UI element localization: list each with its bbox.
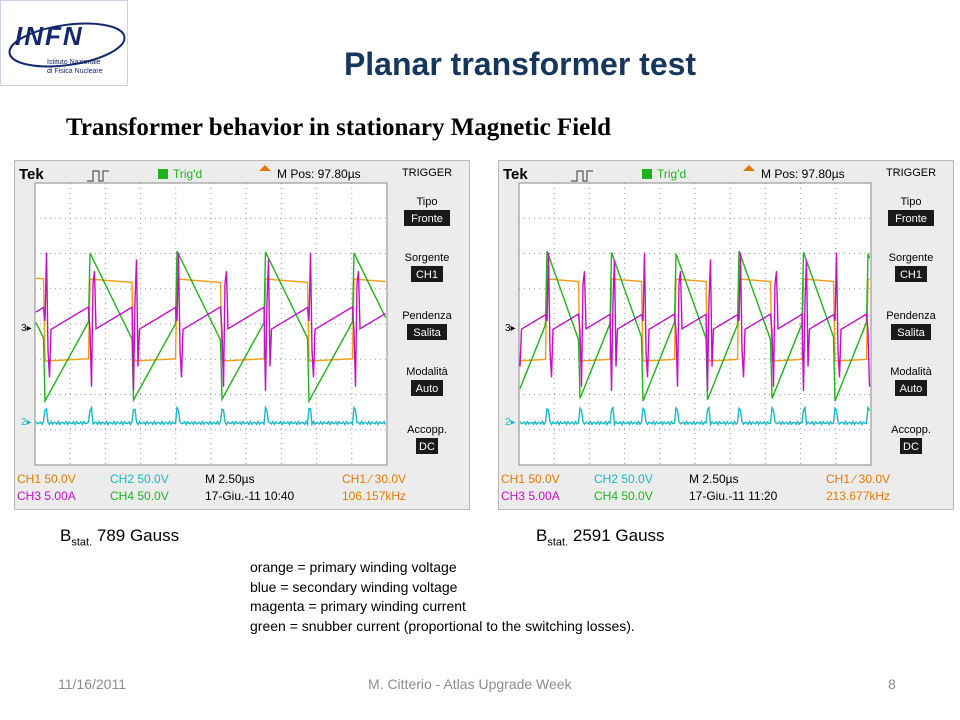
menu-item-modalita: Modalità Auto [890,366,933,396]
oscilloscope-display-right: Tek Trig'd M Pos: 97.80µs 3▸ 2▸ TRIGGER … [499,161,953,509]
svg-text:Modalità: Modalità [890,366,932,378]
menu-item-accopp: Accopp. DC [891,424,931,454]
legend-magenta: magenta = primary winding current [250,598,466,614]
logo-line1: Istituto Nazionale [47,59,101,66]
trace-legend: orange = primary winding voltage blue = … [250,558,635,636]
trigger-status-icon [642,169,652,179]
scope-grid [519,183,871,465]
svg-text:CH1 ∕ 30.0V: CH1 ∕ 30.0V [826,472,890,486]
pulse-icon [571,170,593,182]
svg-text:CH3 5.00A: CH3 5.00A [17,489,76,503]
svg-text:CH1 50.0V: CH1 50.0V [17,472,76,486]
svg-text:DC: DC [419,441,435,453]
trigger-position-marker [259,165,271,171]
svg-text:17-Giu.-11 11:20: 17-Giu.-11 11:20 [689,489,778,503]
svg-text:Tipo: Tipo [901,196,922,208]
caption-right: Bstat. 2591 Gauss [536,526,665,549]
menu-item-pendenza: Pendenza Salita [886,310,937,340]
logo-orbit-icon [8,22,126,68]
legend-orange: orange = primary winding voltage [250,559,457,575]
trigger-menu: TRIGGER Tipo Fronte Sorgente CH1 Pendenz… [886,167,937,454]
menu-item-sorgente: Sorgente CH1 [889,252,934,282]
svg-text:Modalità: Modalità [406,366,448,378]
svg-text:Sorgente: Sorgente [405,252,450,264]
svg-text:Salita: Salita [413,327,441,339]
svg-text:213.677kHz: 213.677kHz [826,489,890,503]
trigger-status: Trig'd [173,167,202,181]
trace-green [519,250,871,402]
pulse-icon [87,170,109,182]
footer-center: M. Citterio - Atlas Upgrade Week [368,676,572,692]
ch-marker-2: 2▸ [21,417,32,428]
svg-text:CH2 50.0V: CH2 50.0V [594,472,653,486]
svg-text:Auto: Auto [416,383,439,395]
svg-text:CH1 50.0V: CH1 50.0V [501,472,560,486]
svg-text:DC: DC [903,441,919,453]
svg-text:Auto: Auto [900,383,923,395]
menu-item-sorgente: Sorgente CH1 [405,252,450,282]
legend-blue: blue = secondary winding voltage [250,578,458,595]
scope-brand: Tek [503,166,528,183]
oscilloscope-screenshot-left: Tek Trig'd M Pos: 97.80µs 3▸ 2▸ TRIGGER … [14,160,470,510]
m-pos: M Pos: 97.80µs [277,167,361,181]
menu-header: TRIGGER [886,167,936,179]
svg-text:M 2.50µs: M 2.50µs [205,472,255,486]
ch-marker-3: 3▸ [505,323,516,334]
oscilloscope-display-left: Tek Trig'd M Pos: 97.80µs 3▸ 2▸ TRIGGER … [15,161,469,509]
trace-green [35,250,387,404]
logo-line2: di Fisica Nucleare [47,68,103,75]
trace-blue [35,405,387,427]
trace-magenta [35,252,386,391]
menu-item-pendenza: Pendenza Salita [402,310,453,340]
trigger-status: Trig'd [657,167,686,181]
slide-subtitle: Transformer behavior in stationary Magne… [66,114,612,141]
caption-left: Bstat. 789 Gauss [60,526,180,549]
legend-green: green = snubber current (proportional to… [250,617,635,634]
svg-text:Accopp.: Accopp. [407,424,447,436]
svg-text:Salita: Salita [897,327,925,339]
trace-blue [519,405,871,427]
scope-readout: CH1 50.0V CH2 50.0V M 2.50µs CH1 ∕ 30.0V… [17,472,406,503]
footer-date: 11/16/2011 [58,676,126,692]
trace-orange [519,278,870,362]
svg-text:CH1: CH1 [900,269,922,281]
svg-text:CH1 ∕ 30.0V: CH1 ∕ 30.0V [342,472,406,486]
svg-text:Sorgente: Sorgente [889,252,934,264]
scope-readout: CH1 50.0V CH2 50.0V M 2.50µs CH1 ∕ 30.0V… [501,472,890,503]
m-pos: M Pos: 97.80µs [761,167,845,181]
footer-page-number: 8 [888,676,896,692]
svg-text:106.157kHz: 106.157kHz [342,489,406,503]
scope-grid [35,183,387,465]
svg-text:Fronte: Fronte [895,213,927,225]
trigger-menu: TRIGGER Tipo Fronte Sorgente CH1 Pendenz… [402,167,453,454]
menu-item-accopp: Accopp. DC [407,424,447,454]
trigger-position-marker [743,165,755,171]
ch-marker-3: 3▸ [21,323,32,334]
menu-item-modalita: Modalità Auto [406,366,449,396]
menu-item-tipo: Tipo Fronte [404,196,450,226]
svg-text:Pendenza: Pendenza [402,310,452,322]
logo-word: INFN [15,21,84,51]
svg-text:Fronte: Fronte [411,213,443,225]
trace-magenta [519,252,871,391]
oscilloscope-screenshot-right: Tek Trig'd M Pos: 97.80µs 3▸ 2▸ TRIGGER … [498,160,954,510]
scope-brand: Tek [19,166,44,183]
trigger-status-icon [158,169,168,179]
slide-title: Planar transformer test [343,46,697,82]
ch-marker-2: 2▸ [505,417,516,428]
svg-text:CH4 50.0V: CH4 50.0V [110,489,169,503]
svg-text:CH3 5.00A: CH3 5.00A [501,489,560,503]
menu-item-tipo: Tipo Fronte [888,196,934,226]
svg-text:17-Giu.-11 10:40: 17-Giu.-11 10:40 [205,489,294,503]
svg-text:Accopp.: Accopp. [891,424,931,436]
infn-logo: INFN Istituto Nazionale di Fisica Nuclea… [0,0,128,86]
menu-header: TRIGGER [402,167,452,179]
svg-text:M 2.50µs: M 2.50µs [689,472,739,486]
svg-text:Pendenza: Pendenza [886,310,936,322]
svg-text:CH4 50.0V: CH4 50.0V [594,489,653,503]
svg-text:CH1: CH1 [416,269,438,281]
svg-text:CH2 50.0V: CH2 50.0V [110,472,169,486]
svg-text:Tipo: Tipo [417,196,438,208]
